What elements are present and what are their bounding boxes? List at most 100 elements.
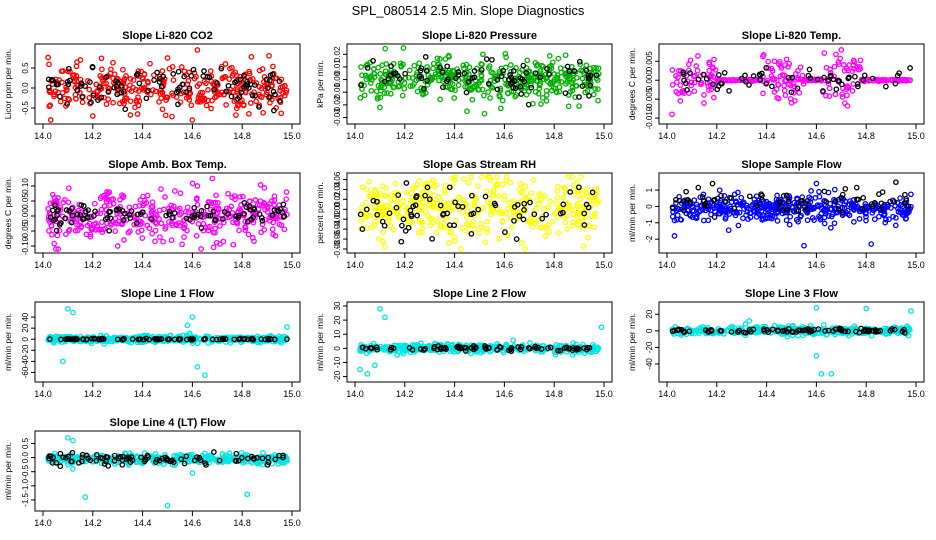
data-point (135, 229, 142, 235)
data-point (470, 210, 477, 217)
data-point (782, 92, 789, 99)
data-point (361, 92, 368, 99)
data-point (370, 57, 376, 64)
data-point (127, 215, 134, 221)
y-tick-label: 0.0 (21, 82, 30, 94)
series-2-5-min-slopes (358, 54, 600, 108)
data-point (905, 203, 912, 210)
data-point (554, 194, 561, 201)
data-point (407, 207, 414, 214)
data-point (711, 56, 717, 63)
data-point (199, 95, 205, 102)
data-point (56, 222, 63, 228)
series-2-5-min-slopes (669, 325, 908, 336)
data-point (198, 207, 205, 214)
data-point (403, 180, 410, 186)
data-point (270, 219, 277, 226)
data-point (242, 224, 248, 230)
data-point (691, 197, 698, 204)
data-point (385, 75, 392, 82)
x-tick-label: 14.0 (34, 260, 52, 270)
data-point (497, 105, 504, 112)
data-point (166, 65, 173, 72)
data-point (488, 204, 495, 211)
data-point (443, 346, 449, 352)
data-point (471, 226, 478, 232)
data-point (583, 67, 590, 74)
data-point (769, 206, 776, 212)
data-point (478, 66, 485, 73)
y-tick-label: -0.08 (333, 239, 342, 258)
data-point (205, 87, 211, 93)
data-point (576, 103, 582, 109)
data-point (706, 61, 713, 67)
data-point (159, 89, 166, 96)
data-point (826, 93, 833, 100)
data-point (482, 239, 489, 246)
data-point (786, 221, 793, 228)
data-point (677, 98, 684, 104)
data-point (874, 78, 881, 84)
data-point (99, 219, 105, 226)
data-point (413, 194, 419, 201)
data-point (409, 346, 416, 353)
data-point (364, 61, 371, 68)
x-tick-label: 14.0 (658, 260, 676, 270)
data-point (259, 66, 266, 72)
data-point (246, 110, 252, 117)
data-point (431, 183, 438, 190)
data-point (544, 65, 550, 72)
data-point (175, 207, 181, 213)
data-point (156, 216, 162, 222)
x-tick-label: 14.4 (758, 131, 776, 141)
data-point (169, 113, 175, 120)
y-tick-label: 0.00 (21, 208, 30, 224)
series-fast-slopes (669, 180, 914, 249)
data-point (84, 214, 91, 220)
data-point (87, 231, 94, 238)
data-point (671, 327, 678, 334)
x-tick-label: 14.2 (396, 389, 414, 399)
data-point (878, 206, 884, 213)
data-point (141, 84, 148, 91)
data-point (259, 221, 266, 228)
data-point (87, 79, 93, 85)
data-point (280, 201, 287, 208)
data-point (820, 321, 827, 328)
data-point (455, 69, 462, 75)
data-point (722, 208, 728, 215)
data-point (706, 67, 713, 74)
data-point (127, 98, 134, 105)
data-point (795, 327, 802, 334)
data-point (487, 177, 494, 183)
data-point (158, 95, 165, 102)
data-point (230, 241, 237, 248)
data-point (738, 75, 745, 82)
data-point (492, 202, 499, 209)
data-point (669, 111, 675, 118)
data-point (542, 233, 549, 240)
data-point (108, 196, 115, 203)
data-point (520, 216, 527, 223)
data-point (850, 57, 857, 64)
data-point (121, 336, 127, 342)
data-point (691, 79, 698, 86)
data-point (510, 68, 517, 74)
data-point (842, 185, 849, 192)
data-point (263, 76, 270, 83)
x-tick-label: 14.0 (34, 131, 52, 141)
data-point (363, 199, 369, 206)
data-point (706, 87, 712, 93)
chart-title: Slope Li-820 CO2 (122, 30, 212, 42)
data-point (882, 219, 889, 226)
data-point (543, 211, 549, 218)
data-point (92, 208, 98, 215)
data-point (846, 212, 853, 219)
x-tick-label: 14.0 (34, 389, 52, 399)
data-point (535, 344, 541, 351)
data-point (139, 235, 146, 241)
data-point (836, 61, 842, 68)
data-point (853, 184, 860, 191)
data-point (79, 99, 86, 106)
data-point (688, 82, 695, 89)
